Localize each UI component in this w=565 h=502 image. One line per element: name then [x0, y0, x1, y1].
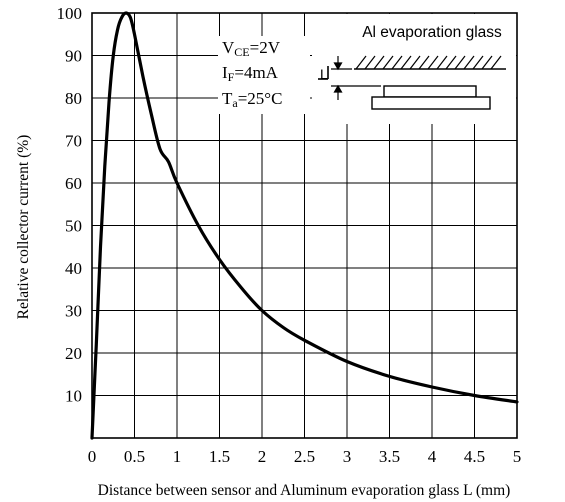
- hatch-line: [409, 55, 421, 70]
- hatch-line: [364, 55, 376, 70]
- hatch-line: [391, 55, 403, 70]
- y-tick-label: 30: [65, 302, 82, 321]
- x-tick-label: 1: [173, 447, 182, 466]
- hatch-line: [454, 55, 466, 70]
- y-tick-label: 40: [65, 259, 82, 278]
- y-tick-label: 70: [65, 132, 82, 151]
- hatch-line: [463, 55, 475, 70]
- y-tick-label: 20: [65, 344, 82, 363]
- series-line: [90, 11, 519, 440]
- glass-icon: [354, 55, 506, 70]
- hatch-line: [373, 55, 385, 70]
- hatch-line: [427, 55, 439, 70]
- hatch-line: [472, 55, 484, 70]
- conditions-background: [218, 36, 310, 114]
- y-tick-label: 10: [65, 387, 82, 406]
- y-tick-label: 60: [65, 174, 82, 193]
- x-tick-label: 2: [258, 447, 267, 466]
- hatch-line: [382, 55, 394, 70]
- x-tick-label: 4: [428, 447, 437, 466]
- x-tick-label: 3: [343, 447, 352, 466]
- x-axis-title: Distance between sensor and Aluminum eva…: [98, 482, 511, 499]
- condition-ta: Ta=25°C: [222, 89, 282, 110]
- hatch-line: [355, 55, 367, 70]
- y-axis-title: Relative collector current (%): [15, 135, 32, 320]
- y-tick-label: 50: [65, 217, 82, 236]
- inset-distance-label: L: [320, 66, 328, 82]
- hatch-line: [481, 55, 493, 70]
- x-tick-label: 5: [513, 447, 522, 466]
- x-tick-label: 0.5: [124, 447, 145, 466]
- hatch-line: [436, 55, 448, 70]
- x-tick-label: 0: [88, 447, 97, 466]
- y-tick-label: 100: [57, 4, 83, 23]
- y-tick-label: 80: [65, 89, 82, 108]
- hatch-line: [445, 55, 457, 70]
- x-tick-label: 4.5: [464, 447, 485, 466]
- x-tick-label: 1.5: [209, 447, 230, 466]
- condition-vce: VCE=2V: [222, 38, 281, 59]
- hatch-line: [418, 55, 430, 70]
- condition-if: IF=4mA: [222, 63, 279, 84]
- x-tick-labels: 0 0.5 1 1.5 2 2.5 3 3.5 4 4.5 5: [88, 447, 522, 466]
- inset-title: Al evaporation glass: [362, 24, 502, 41]
- hatch-line: [490, 55, 502, 70]
- sensor-icon: [371, 85, 491, 110]
- x-tick-label: 2.5: [294, 447, 315, 466]
- plot-frame: [91, 12, 518, 439]
- inset-diagram: Al evaporation glass L: [312, 14, 516, 124]
- distance-marker: [318, 56, 381, 100]
- y-tick-label: 90: [65, 47, 82, 66]
- hatch-line: [400, 55, 412, 70]
- x-tick-label: 3.5: [379, 447, 400, 466]
- conditions-annotation: VCE=2V IF=4mA Ta=25°C: [218, 36, 310, 114]
- y-tick-labels: 10 20 30 40 50 60 70 80 90 100: [57, 4, 83, 406]
